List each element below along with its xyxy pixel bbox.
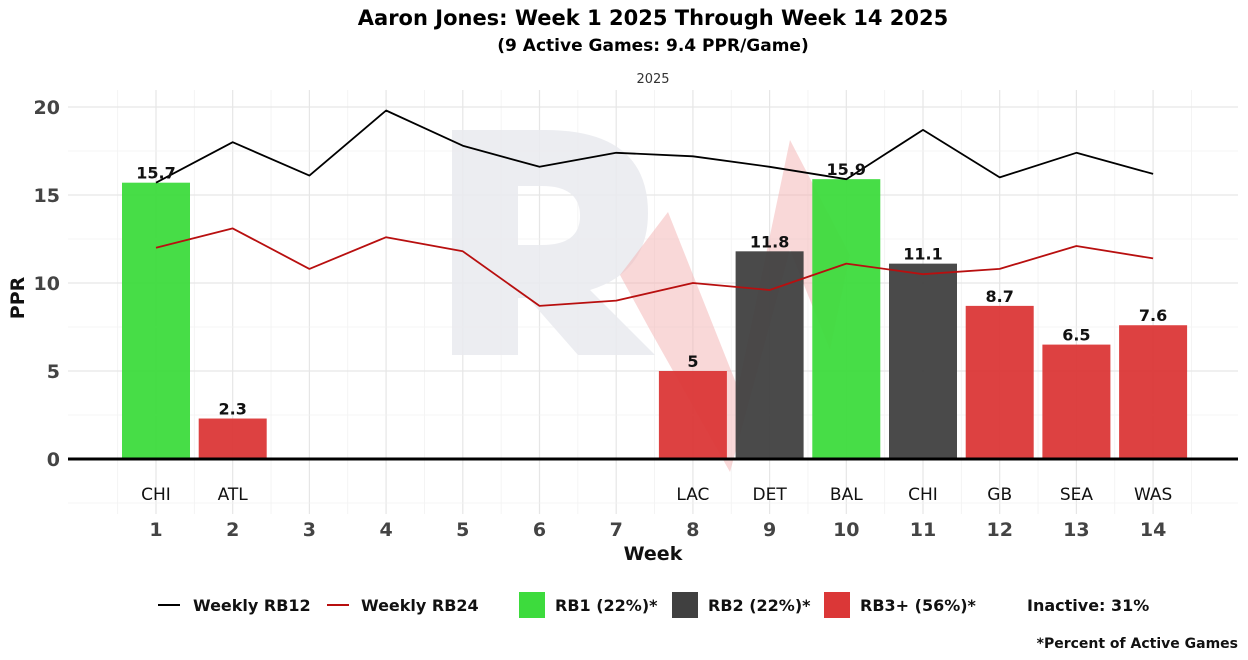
bar-label-week-1: 15.7 <box>136 164 175 183</box>
x-tick-label: 9 <box>763 519 776 541</box>
bar-label-week-9: 11.8 <box>750 232 789 251</box>
bar-week-12 <box>965 305 1034 459</box>
legend-key-rb1-22 <box>519 592 545 618</box>
series-line-weekly-rb12 <box>155 109 1154 184</box>
legend-label-rb2-22: RB2 (22%)* <box>708 596 811 615</box>
bar-label-week-14: 7.6 <box>1139 306 1167 325</box>
x-tick-label: 6 <box>533 519 546 541</box>
bar-week-1 <box>122 182 190 459</box>
x-tick-label: 8 <box>686 519 699 541</box>
bar-week-10 <box>812 179 881 459</box>
bars-layer <box>122 179 1188 459</box>
legend-label-rb1-22: RB1 (22%)* <box>555 596 658 615</box>
opponent-label-week-9: DET <box>752 485 787 505</box>
bar-week-8 <box>658 371 727 459</box>
lines-layer <box>155 109 1154 307</box>
x-axis-ticks: 1 2 3 4 5 6 7 8 9 10 11 12 13 14 <box>149 519 1166 541</box>
legend-key-rb2-22 <box>672 592 698 618</box>
x-tick-label: 1 <box>149 519 162 541</box>
bar-week-2 <box>198 418 267 459</box>
bar-week-13 <box>1042 344 1111 459</box>
bar-label-week-2: 2.3 <box>219 400 247 419</box>
x-tick-label: 14 <box>1140 519 1166 541</box>
legend-key-rb3-56 <box>824 592 850 618</box>
opponent-label-week-2: ATL <box>218 485 249 505</box>
bar-week-11 <box>889 263 957 459</box>
opponent-label-week-14: WAS <box>1134 485 1172 505</box>
watermark-logo <box>452 130 850 472</box>
opponent-label-week-8: LAC <box>676 485 709 505</box>
series-line-weekly-rb24 <box>155 227 1154 307</box>
x-tick-label: 10 <box>833 519 859 541</box>
bar-label-week-11: 11.1 <box>903 245 942 264</box>
bar-label-week-13: 6.5 <box>1062 326 1090 345</box>
opponent-label-week-12: GB <box>987 485 1012 505</box>
y-tick-label: 10 <box>34 273 60 295</box>
opponent-label-week-13: SEA <box>1060 485 1094 505</box>
bar-week-14 <box>1119 325 1188 459</box>
bar-label-week-8: 5 <box>687 352 698 371</box>
legend: Weekly RB12 Weekly RB24 RB1 (22%)* RB2 (22%… <box>158 592 1149 618</box>
legend-label-weekly-rb24: Weekly RB24 <box>361 596 479 615</box>
y-tick-label: 0 <box>47 449 60 471</box>
watermark-check-red <box>620 140 850 472</box>
opponent-labels: CHI ATL LAC DET BAL CHI GB SEA WAS <box>141 485 1172 505</box>
x-tick-label: 13 <box>1063 519 1089 541</box>
x-tick-label: 12 <box>986 519 1012 541</box>
x-axis-title: Week <box>624 543 683 565</box>
chart-subtitle: (9 Active Games: 9.4 PPR/Game) <box>497 36 808 56</box>
y-tick-label: 20 <box>34 97 60 119</box>
y-tick-label: 15 <box>34 185 60 207</box>
footnote: *Percent of Active Games <box>1037 636 1238 652</box>
bar-label-week-10: 15.9 <box>827 160 866 179</box>
y-axis-title: PPR <box>7 276 29 319</box>
x-tick-label: 3 <box>303 519 316 541</box>
legend-label-inactive-31: Inactive: 31% <box>1027 596 1149 615</box>
opponent-label-week-1: CHI <box>141 485 171 505</box>
y-tick-label: 5 <box>47 361 60 383</box>
opponent-label-week-10: BAL <box>830 485 863 505</box>
watermark-letter-r <box>452 130 655 355</box>
legend-label-rb3-56: RB3+ (56%)* <box>860 596 977 615</box>
bar-labels-layer: 15.7 2.3 5 11.8 15.9 11.1 8.7 6.5 7.6 <box>136 160 1167 418</box>
facet-label: 2025 <box>636 72 669 87</box>
chart-title: Aaron Jones: Week 1 2025 Through Week 14… <box>358 6 948 30</box>
x-tick-label: 11 <box>910 519 936 541</box>
bar-week-9 <box>735 251 804 459</box>
x-tick-label: 2 <box>226 519 239 541</box>
x-tick-label: 5 <box>456 519 469 541</box>
y-axis-ticks: 0 5 10 15 20 <box>34 97 60 471</box>
x-tick-label: 7 <box>610 519 623 541</box>
legend-label-weekly-rb12: Weekly RB12 <box>193 596 311 615</box>
x-tick-label: 4 <box>379 519 392 541</box>
bar-label-week-12: 8.7 <box>986 287 1014 306</box>
opponent-label-week-11: CHI <box>908 485 938 505</box>
